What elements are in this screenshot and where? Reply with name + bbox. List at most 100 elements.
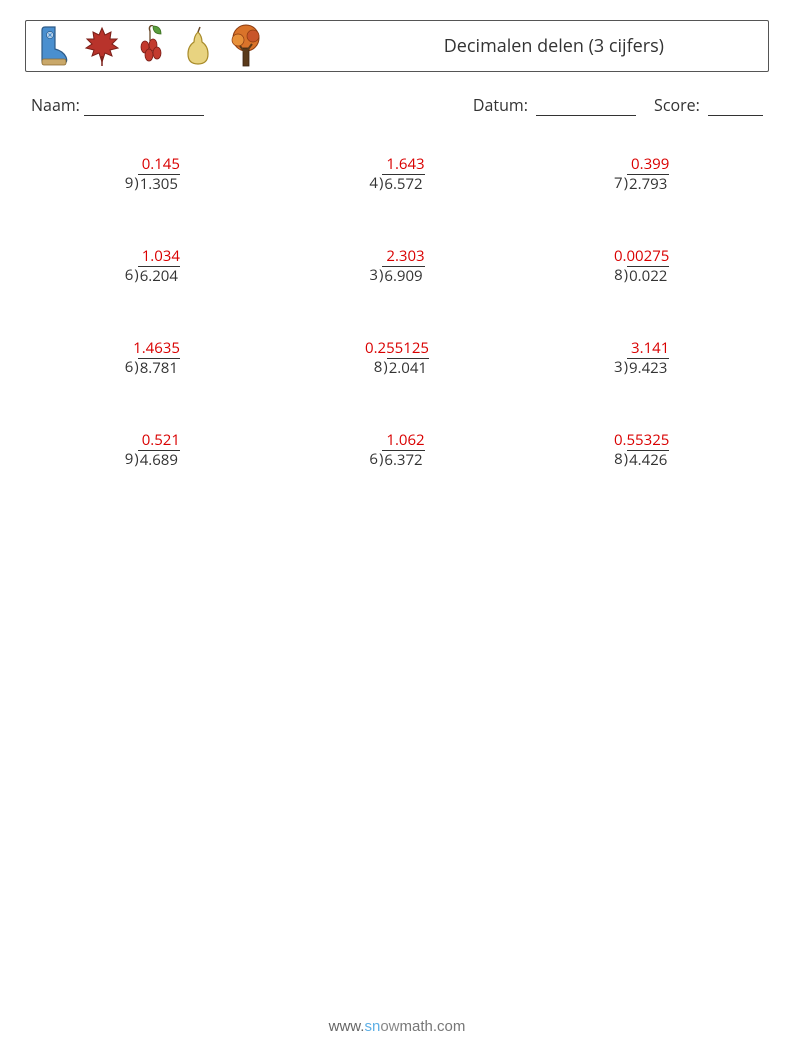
divisor-value: 6	[369, 450, 379, 468]
division-bracket: )	[379, 174, 383, 192]
division-expression: 6)6.372	[369, 450, 424, 469]
autumn-tree-icon	[226, 24, 266, 68]
problem-cell: 3.1413)9.423	[524, 340, 759, 377]
answer-value: 1.034	[142, 248, 180, 266]
division-expression: 6)6.204	[125, 266, 180, 285]
right-fields-group: Datum: Score:	[473, 94, 763, 116]
division-expression: 3)6.909	[369, 266, 424, 285]
division-expression: 8)0.022	[614, 266, 669, 285]
divisor-value: 6	[125, 358, 135, 376]
boot-icon	[34, 24, 74, 68]
problem-stack: 0.553258)4.426	[614, 432, 669, 469]
pear-icon	[178, 24, 218, 68]
answer-value: 1.062	[386, 432, 424, 450]
divisor-value: 4	[369, 174, 379, 192]
header-box: Decimalen delen (3 cijfers)	[25, 20, 769, 72]
dividend-value: 6.204	[138, 266, 180, 285]
dividend-value: 1.305	[138, 174, 180, 193]
division-expression: 8)2.041	[374, 358, 429, 377]
division-bracket: )	[624, 450, 628, 468]
score-field-group: Score:	[654, 94, 763, 116]
problem-stack: 0.2551258)2.041	[365, 340, 429, 377]
problem-cell: 0.002758)0.022	[524, 248, 759, 285]
division-bracket: )	[134, 358, 138, 376]
answer-value: 0.145	[142, 156, 180, 174]
worksheet-title: Decimalen delen (3 cijfers)	[444, 34, 664, 58]
divisor-value: 3	[614, 358, 624, 376]
division-bracket: )	[624, 266, 628, 284]
problem-stack: 1.0626)6.372	[369, 432, 424, 469]
division-bracket: )	[624, 358, 628, 376]
problems-grid: 0.1459)1.3051.6434)6.5720.3997)2.7931.03…	[25, 156, 769, 469]
date-field-group: Datum:	[473, 94, 636, 116]
division-expression: 3)9.423	[614, 358, 669, 377]
dividend-value: 2.793	[627, 174, 669, 193]
answer-value: 0.55325	[614, 432, 669, 450]
footer-brand-ow: ow	[380, 1018, 399, 1035]
division-expression: 9)1.305	[125, 174, 180, 193]
division-expression: 8)4.426	[614, 450, 669, 469]
divisor-value: 7	[614, 174, 624, 192]
date-blank[interactable]	[536, 99, 636, 116]
answer-value: 0.00275	[614, 248, 669, 266]
dividend-value: 0.022	[627, 266, 669, 285]
dividend-value: 6.372	[382, 450, 424, 469]
dividend-value: 6.572	[382, 174, 424, 193]
dividend-value: 4.426	[627, 450, 669, 469]
fields-row: Naam: Datum: Score:	[25, 94, 769, 116]
score-blank[interactable]	[708, 99, 763, 116]
divisor-value: 8	[614, 266, 624, 284]
dividend-value: 9.423	[627, 358, 669, 377]
divisor-value: 9	[125, 174, 135, 192]
division-bracket: )	[383, 358, 387, 376]
division-bracket: )	[134, 450, 138, 468]
answer-value: 1.643	[386, 156, 424, 174]
problem-stack: 0.002758)0.022	[614, 248, 669, 285]
problem-stack: 1.6434)6.572	[369, 156, 424, 193]
header-icons-row	[34, 24, 266, 68]
berries-icon	[130, 24, 170, 68]
problem-stack: 0.1459)1.305	[125, 156, 180, 193]
problem-cell: 1.6434)6.572	[280, 156, 515, 193]
problem-cell: 0.5219)4.689	[35, 432, 270, 469]
division-bracket: )	[134, 174, 138, 192]
division-expression: 4)6.572	[369, 174, 424, 193]
answer-value: 0.255125	[365, 340, 429, 358]
answer-value: 3.141	[631, 340, 669, 358]
footer: www.snowmath.com	[0, 1018, 794, 1035]
problem-stack: 3.1413)9.423	[614, 340, 669, 377]
date-label: Datum:	[473, 94, 528, 116]
divisor-value: 3	[369, 266, 379, 284]
name-blank[interactable]	[84, 99, 204, 116]
dividend-value: 2.041	[387, 358, 429, 377]
problem-cell: 1.0626)6.372	[280, 432, 515, 469]
problem-stack: 1.46356)8.781	[125, 340, 180, 377]
division-bracket: )	[379, 450, 383, 468]
problem-stack: 0.5219)4.689	[125, 432, 180, 469]
problem-cell: 1.46356)8.781	[35, 340, 270, 377]
divisor-value: 8	[614, 450, 624, 468]
divisor-value: 8	[374, 358, 384, 376]
name-field-group: Naam:	[31, 94, 204, 116]
divisor-value: 6	[125, 266, 135, 284]
division-expression: 9)4.689	[125, 450, 180, 469]
division-expression: 6)8.781	[125, 358, 180, 377]
maple-leaf-icon	[82, 24, 122, 68]
division-bracket: )	[379, 266, 383, 284]
problem-cell: 2.3033)6.909	[280, 248, 515, 285]
answer-value: 2.303	[386, 248, 424, 266]
problem-cell: 0.553258)4.426	[524, 432, 759, 469]
name-label: Naam:	[31, 94, 80, 116]
problem-stack: 0.3997)2.793	[614, 156, 669, 193]
score-label: Score:	[654, 94, 700, 116]
answer-value: 0.521	[142, 432, 180, 450]
divisor-value: 9	[125, 450, 135, 468]
footer-rest: math.com	[400, 1018, 466, 1035]
problem-cell: 0.1459)1.305	[35, 156, 270, 193]
dividend-value: 8.781	[138, 358, 180, 377]
dividend-value: 6.909	[382, 266, 424, 285]
worksheet-page: Decimalen delen (3 cijfers) Naam: Datum:…	[0, 0, 794, 1053]
dividend-value: 4.689	[138, 450, 180, 469]
problem-stack: 2.3033)6.909	[369, 248, 424, 285]
footer-brand-sn: sn	[364, 1018, 380, 1035]
